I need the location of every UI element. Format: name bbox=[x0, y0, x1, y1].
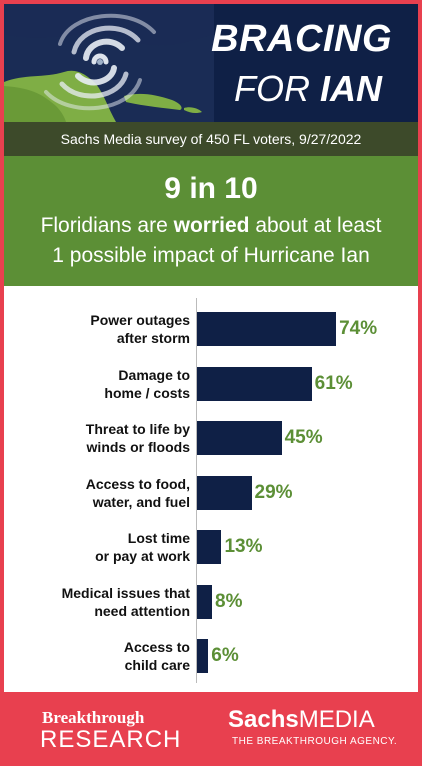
bar-value-label: 6% bbox=[211, 645, 239, 666]
breakthrough-logo-line-1: Breakthrough bbox=[42, 708, 145, 727]
bar-chart: Power outages after storm 74% Damage to home… bbox=[4, 286, 418, 692]
bar bbox=[197, 366, 312, 401]
header-banner: BRACING FOR IAN bbox=[4, 4, 418, 122]
bar-label-line: Medical issues that bbox=[61, 584, 190, 601]
bar-label: Access to food, water, and fuel bbox=[4, 475, 190, 511]
bar-label-line: or pay at work bbox=[95, 548, 190, 564]
bar-label: Medical issues that need attention bbox=[4, 584, 190, 620]
bar-label: Threat to life by winds or floods bbox=[4, 420, 190, 456]
chart-axis-line bbox=[196, 298, 197, 683]
title-line-1: BRACING bbox=[211, 18, 392, 60]
bar-value-label: 45% bbox=[284, 427, 323, 448]
bar bbox=[197, 312, 337, 346]
survey-caption: Sachs Media survey of 450 FL voters, 9/2… bbox=[4, 122, 418, 156]
title-line-2: FOR IAN bbox=[234, 68, 382, 110]
bar-label-line: child care bbox=[124, 657, 190, 673]
bar-value-label: 29% bbox=[254, 481, 293, 503]
bar-label: Lost time or pay at work bbox=[4, 529, 190, 565]
bar-label-line: winds or floods bbox=[86, 439, 190, 455]
bar-label-line: Access to bbox=[123, 639, 190, 655]
bar bbox=[197, 530, 222, 564]
bar-label-line: after storm bbox=[116, 330, 190, 346]
bar-label-line: need attention bbox=[94, 602, 190, 619]
summary-line-1-before: Floridians are bbox=[40, 214, 174, 237]
footer-banner: Breakthrough RESEARCH SachsMEDIA THE BRE… bbox=[4, 692, 418, 762]
sachs-media-logo: SachsMEDIA bbox=[228, 706, 375, 734]
title-line-2-prefix: FOR bbox=[233, 68, 310, 109]
bar-label: Damage to home / costs bbox=[4, 366, 190, 402]
bar bbox=[197, 475, 252, 510]
bar bbox=[197, 584, 213, 619]
bar-label-line: Access to food, bbox=[85, 475, 190, 492]
bar-label-line: Damage to bbox=[118, 366, 190, 383]
bar-label: Power outages after storm bbox=[4, 311, 190, 347]
bar-label-line: Threat to life by bbox=[85, 421, 190, 437]
bar-label: Access to child care bbox=[4, 638, 190, 674]
big-stat: 9 in 10 bbox=[164, 172, 258, 205]
summary-line-1: Floridians are worried about at least bbox=[4, 214, 418, 238]
bar-value-label: 61% bbox=[314, 372, 353, 394]
hurricane-map-icon bbox=[4, 4, 214, 122]
title-line-2-bold: IAN bbox=[320, 68, 382, 109]
summary-line-1-after: about at least bbox=[249, 214, 382, 237]
breakthrough-logo-line-2: RESEARCH bbox=[40, 726, 182, 753]
bar-label-line: home / costs bbox=[104, 384, 190, 401]
bar-label-line: Lost time bbox=[127, 530, 190, 546]
sachs-media-logo-bold: Sachs bbox=[228, 706, 299, 733]
bar-label-line: Power outages bbox=[90, 312, 190, 328]
bar-value-label: 74% bbox=[339, 318, 378, 339]
bar-value-label: 13% bbox=[224, 536, 263, 557]
bar-value-label: 8% bbox=[215, 590, 243, 612]
bar bbox=[197, 639, 209, 673]
summary-line-2: 1 possible impact of Hurricane Ian bbox=[52, 244, 370, 267]
bar bbox=[197, 421, 282, 455]
sachs-media-tagline: THE BREAKTHROUGH AGENCY. bbox=[232, 736, 398, 747]
bar-label-line: water, and fuel bbox=[92, 493, 190, 510]
summary-line-1-bold: worried bbox=[173, 214, 250, 237]
sachs-media-logo-regular: MEDIA bbox=[298, 706, 375, 733]
summary-panel: 9 in 10 Floridians are worried about at … bbox=[4, 156, 418, 286]
